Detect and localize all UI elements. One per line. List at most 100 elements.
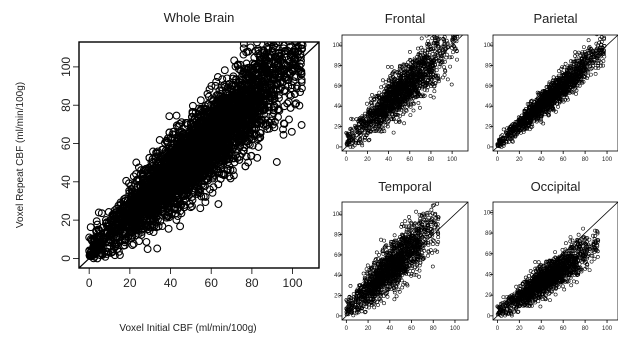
scatter-point <box>186 199 195 208</box>
scatter-point <box>176 198 184 207</box>
scatter-point <box>230 56 239 65</box>
scatter-point <box>104 208 113 216</box>
scatter-point <box>434 24 437 27</box>
y-tick-label: 60 <box>59 137 73 151</box>
scatter-points-whole-brain <box>85 0 307 263</box>
scatter-point <box>172 216 181 224</box>
scatter-point <box>285 115 293 124</box>
scatter-point <box>453 26 456 29</box>
scatter-point <box>425 28 428 31</box>
y-tick-label: 0 <box>59 255 73 262</box>
scatter-point <box>433 35 436 36</box>
scatter-point <box>267 16 274 23</box>
scatter-point <box>188 101 197 110</box>
scatter-point <box>223 166 232 175</box>
scatter-point <box>348 144 353 149</box>
scatter-point <box>272 158 281 166</box>
scatter-point <box>264 31 271 38</box>
scatter-point <box>279 130 288 139</box>
scatter-point <box>451 50 455 55</box>
panel-title-frontal: Frontal <box>385 11 426 26</box>
scatter-point <box>455 22 458 25</box>
scatter-point <box>201 192 210 201</box>
scatter-point <box>354 117 359 122</box>
scatter-point <box>455 20 458 23</box>
scatter-point <box>379 85 384 90</box>
scatter-point <box>188 202 196 211</box>
scatter-point <box>298 25 305 32</box>
scatter-point <box>294 0 301 7</box>
scatter-point <box>298 21 305 28</box>
scatter-point <box>291 42 300 45</box>
scatter-point <box>196 96 205 105</box>
x-tick-label: 100 <box>283 276 303 290</box>
scatter-point <box>128 232 137 241</box>
scatter-point <box>294 31 301 38</box>
panel-whole-brain: Whole Brain 0 20 40 60 80 100 0 20 40 60 80 100 <box>59 0 320 290</box>
scatter-point <box>287 127 296 136</box>
scatter-point <box>270 123 279 132</box>
scatter-point <box>453 18 456 21</box>
panel-title-whole-brain: Whole Brain <box>164 10 235 25</box>
scatter-point <box>276 27 283 34</box>
scatter-point <box>279 125 287 134</box>
scatter-point <box>280 119 289 128</box>
scatter-point <box>445 77 450 82</box>
y-axis-label: Voxel Repeat CBF (ml/min/100g) <box>15 82 26 228</box>
scatter-point <box>286 25 293 32</box>
scatter-point <box>172 111 181 120</box>
scatter-point <box>281 42 286 43</box>
scatter-point <box>283 28 290 35</box>
scatter-point <box>439 29 442 32</box>
scatter-point <box>120 241 129 250</box>
scatter-point <box>250 23 257 30</box>
scatter-point <box>290 21 297 28</box>
scatter-point <box>283 5 290 12</box>
scatter-point <box>214 200 223 209</box>
y-tick-label: 20 <box>59 213 73 227</box>
scatter-point <box>427 35 431 37</box>
y-tick-label: 100 <box>59 57 73 77</box>
scatter-point <box>153 244 162 253</box>
y-tick-label: 40 <box>59 175 73 189</box>
scatter-point <box>295 32 302 39</box>
scatter-point <box>294 17 301 24</box>
scatter-point <box>288 32 295 39</box>
scatter-point <box>211 81 220 90</box>
identity-line <box>79 42 319 268</box>
scatter-point <box>228 166 237 175</box>
x-tick-label: 60 <box>205 276 219 290</box>
x-tick-label: 40 <box>164 276 178 290</box>
scatter-point <box>263 42 272 46</box>
scatter-point <box>297 18 304 25</box>
scatter-point <box>196 204 205 213</box>
scatter-point <box>416 101 421 105</box>
x-axis-label: Voxel Initial CBF (ml/min/100g) <box>119 323 256 334</box>
scatter-point <box>439 15 442 18</box>
scatter-point <box>297 121 306 129</box>
scatter-point <box>247 31 254 38</box>
scatter-point <box>440 27 443 30</box>
x-tick-label: 20 <box>123 276 137 290</box>
scatter-point <box>295 24 302 31</box>
scatter-point <box>448 64 453 69</box>
scatter-point <box>297 78 306 87</box>
scatter-point <box>283 32 290 39</box>
scatter-point <box>295 16 302 23</box>
scatter-point <box>220 66 229 75</box>
scatter-point <box>248 32 255 39</box>
scatter-point <box>288 32 295 39</box>
x-tick-label: 0 <box>86 276 93 290</box>
scatter-point <box>176 222 185 231</box>
scatter-point <box>452 31 455 34</box>
x-tick-label: 80 <box>245 276 259 290</box>
scatter-point <box>291 0 298 2</box>
scatter-point <box>164 224 173 233</box>
scatter-point <box>203 89 212 98</box>
scatter-point <box>239 50 248 59</box>
scatter-point <box>143 245 152 254</box>
y-tick-label: 80 <box>59 98 73 112</box>
panels: Whole Brain 0 20 40 60 80 100 0 20 40 60 80 100 Front… <box>59 0 618 332</box>
